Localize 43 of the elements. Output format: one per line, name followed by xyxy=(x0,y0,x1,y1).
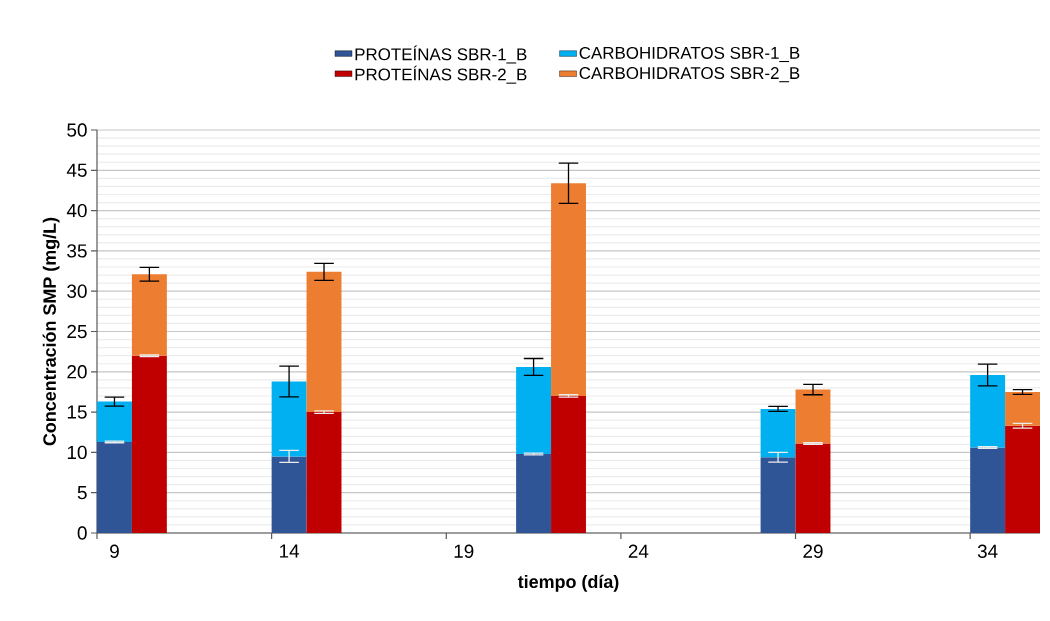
x-axis-title: tiempo (día) xyxy=(517,574,619,592)
x-tick-label: 19 xyxy=(454,544,474,558)
y-tick-label: 20 xyxy=(67,365,87,379)
bar xyxy=(795,443,831,533)
y-tick-label: 40 xyxy=(66,203,87,218)
bar xyxy=(271,456,307,533)
y-tick-label: 35 xyxy=(67,244,87,258)
y-tick-label: 10 xyxy=(67,445,87,460)
bar xyxy=(760,408,796,458)
legend-label: CARBOHIDRATOS SBR-2_B xyxy=(579,67,800,83)
x-tick-label: 29 xyxy=(803,544,823,558)
bar xyxy=(1005,391,1041,426)
bar xyxy=(551,395,586,533)
bar xyxy=(131,355,167,533)
x-tick-label: 34 xyxy=(977,544,998,558)
bar xyxy=(516,454,552,533)
y-tick-label: 50 xyxy=(67,123,87,137)
y-tick-label: 15 xyxy=(67,405,87,419)
bar xyxy=(97,401,132,442)
y-tick-label: 5 xyxy=(77,486,87,500)
bar xyxy=(760,457,796,533)
bar xyxy=(516,366,552,455)
bar xyxy=(551,183,586,396)
bar xyxy=(271,381,307,457)
x-tick-label: 24 xyxy=(628,544,649,558)
bar xyxy=(131,274,167,356)
bar xyxy=(970,375,1006,448)
legend-label: PROTEÍNAS SBR-2_B xyxy=(355,65,527,84)
bar xyxy=(97,441,132,533)
legend-label: PROTEÍNAS SBR-1_B xyxy=(355,45,527,64)
y-axis-title: Concentración SMP (mg/L) xyxy=(42,217,60,446)
legend-label: CARBOHIDRATOS SBR-1_B xyxy=(579,46,800,63)
y-tick-label: 0 xyxy=(77,526,87,540)
y-tick-label: 30 xyxy=(67,284,87,298)
bar xyxy=(306,271,342,413)
y-tick-label: 25 xyxy=(67,324,87,339)
bar xyxy=(795,389,831,444)
x-tick-label: 14 xyxy=(280,544,300,558)
x-tick-label: 9 xyxy=(110,544,119,558)
bar xyxy=(1005,425,1041,533)
bar xyxy=(970,447,1006,533)
bar xyxy=(306,412,342,533)
y-tick-label: 45 xyxy=(66,163,87,177)
